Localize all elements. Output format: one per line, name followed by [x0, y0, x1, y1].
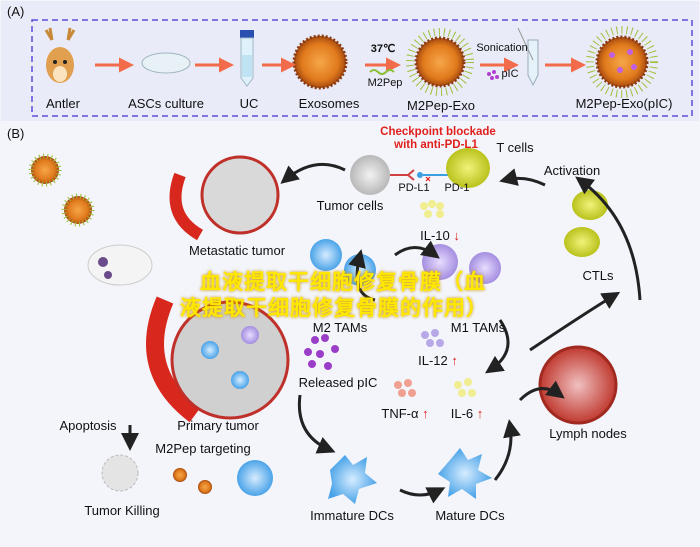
targeted-tam-icon — [237, 460, 273, 496]
il6-label: IL-6 ↑ — [451, 406, 484, 421]
il6-text: IL-6 — [450, 406, 474, 421]
sonication-label: Sonication — [476, 42, 528, 54]
step-antler: Antler — [46, 96, 80, 111]
up-arrow-icon: ↑ — [451, 353, 458, 368]
panel-b-label: (B) — [7, 126, 25, 141]
t-cell-icon — [446, 148, 490, 188]
ctl-icons — [564, 190, 608, 257]
step-m2pep-exo-pic: M2Pep-Exo(pIC) — [575, 96, 673, 111]
m1-tams-label: M1 TAMs — [450, 320, 506, 335]
immature-dcs-label: Immature DCs — [310, 508, 394, 523]
cytokine-il6-icon — [454, 378, 476, 397]
m2-tams-label: M2 TAMs — [312, 320, 368, 335]
dead-tumor-cell-icon — [101, 454, 139, 492]
tumor-killing-label: Tumor Killing — [84, 503, 160, 518]
cytokine-tnfa-icon — [394, 379, 416, 397]
step-ascs-culture: ASCs culture — [128, 96, 204, 111]
mature-dcs-label: Mature DCs — [435, 508, 505, 523]
cytokine-il12-icon — [421, 329, 444, 347]
dc-icons — [328, 448, 492, 504]
temperature-label: 37℃ — [370, 43, 396, 55]
pd-l1-pd-1-icon — [390, 169, 448, 182]
activation-label: Activation — [543, 163, 601, 178]
metastatic-tumor-icon — [169, 155, 280, 241]
step-uc: UC — [239, 96, 259, 111]
pd-1-label: PD-1 — [444, 182, 470, 194]
panel-a-label: (A) — [7, 4, 25, 19]
pic-label: pIC — [501, 68, 519, 80]
centrifuge-tube-icon — [240, 30, 254, 87]
watermark-line-2: 液提取干细胞修复骨膜的作用） — [180, 297, 488, 320]
tumor-cell-icon — [350, 155, 390, 195]
peptide-icon — [369, 69, 395, 75]
panel-a-dashed-border — [31, 19, 693, 117]
m2pep-exo-icon — [406, 28, 474, 96]
il10-label: IL-10 ↓ — [420, 228, 460, 243]
lymph-node-icon — [538, 345, 618, 425]
il10-text: IL-10 — [420, 228, 450, 243]
anti-pd-l1-label: with anti-PD-L1 — [394, 139, 478, 151]
il12-label: IL-12 ↑ — [418, 353, 458, 368]
tnfa-label: TNF-α ↑ — [381, 406, 428, 421]
released-pic-label: Released pIC — [298, 375, 378, 390]
up-arrow-icon: ↑ — [422, 406, 429, 421]
cytokine-il10-icon — [420, 200, 444, 218]
apoptosis-label: Apoptosis — [59, 418, 117, 433]
primary-tumor-icon — [146, 296, 290, 423]
pathway-arrows — [121, 162, 642, 504]
t-cells-label: T cells — [496, 140, 534, 155]
exosome-icon — [292, 34, 348, 90]
m2pep-targeting-label: M2Pep targeting — [155, 441, 251, 456]
checkpoint-blockade-label: Checkpoint blockade — [380, 126, 496, 138]
mouse-icon — [87, 244, 153, 286]
watermark-line-1: 血液提取干细胞修复骨膜（血 — [200, 271, 486, 294]
tumor-cells-label: Tumor cells — [316, 198, 384, 213]
sonication-tube-icon — [517, 27, 539, 87]
step-m2pep-exo: M2Pep-Exo — [407, 98, 475, 113]
deer-icon — [44, 27, 76, 83]
pic-icon — [487, 70, 499, 80]
tnfa-text: TNF-α — [381, 406, 419, 421]
step-exosomes: Exosomes — [298, 96, 360, 111]
nanoparticle-icons — [28, 153, 212, 494]
released-pic-icon — [304, 334, 339, 370]
primary-tumor-label: Primary tumor — [177, 418, 259, 433]
m2pep-exo-pic-icon — [586, 26, 658, 98]
pd-l1-label: PD-L1 — [398, 182, 430, 194]
down-arrow-icon: ↓ — [453, 228, 460, 243]
petri-dish-icon — [141, 52, 191, 74]
up-arrow-icon: ↑ — [476, 406, 484, 421]
metastatic-tumor-label: Metastatic tumor — [188, 243, 286, 258]
il12-text: IL-12 — [418, 353, 448, 368]
m2pep-label: M2Pep — [367, 77, 403, 89]
lymph-nodes-label: Lymph nodes — [549, 426, 627, 441]
ctls-label: CTLs — [582, 268, 614, 283]
